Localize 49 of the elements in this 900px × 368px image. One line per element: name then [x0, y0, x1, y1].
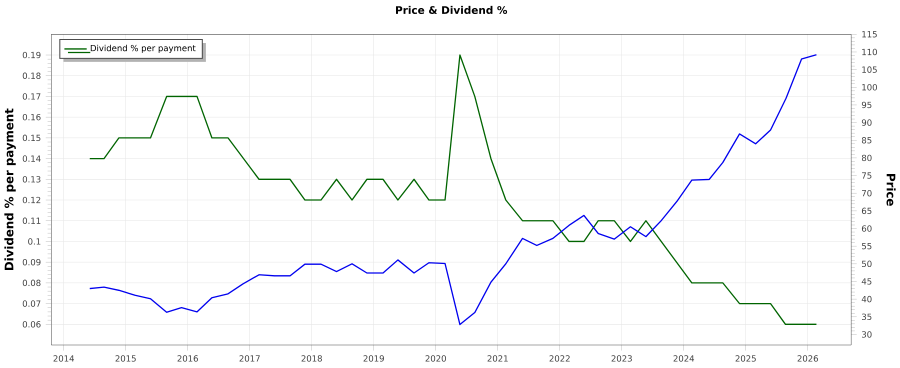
- chart-title: Price & Dividend %: [396, 6, 508, 14]
- y2-tick-label: 90: [862, 120, 872, 126]
- x-tick-label: 2025: [736, 355, 756, 362]
- x-tick-label: 2023: [612, 355, 632, 362]
- y2-tick-label: 30: [862, 331, 872, 338]
- y-tick-label: 0.14: [22, 156, 41, 162]
- y-tick-label: 0.13: [22, 176, 40, 183]
- y2-tick-label: 70: [862, 190, 872, 197]
- y-axis-title: Dividend % per payment: [4, 108, 16, 270]
- y2-tick-label: 80: [862, 154, 872, 162]
- y-tick-label: 0.08: [22, 280, 41, 286]
- x-tick-label: 2021: [488, 355, 508, 362]
- y2-tick-label: 75: [862, 172, 872, 179]
- y2-axis-title: Price: [886, 174, 896, 206]
- y-tick-label: 0.17: [22, 93, 40, 100]
- x-tick-label: 2016: [178, 355, 198, 362]
- y-tick-label: 0.06: [22, 321, 41, 328]
- y2-tick-label: 35: [862, 314, 872, 320]
- x-tick-label: 2022: [550, 355, 570, 362]
- y-tick-label: 0.18: [22, 72, 41, 80]
- y-tick-label: 0.11: [22, 218, 40, 224]
- y2-tick-label: 50: [862, 260, 872, 268]
- y2-tick-label: 45: [862, 278, 872, 285]
- y2-tick-label: 95: [862, 102, 872, 108]
- x-tick-label: 2024: [674, 355, 694, 362]
- x-tick-label: 2015: [116, 355, 136, 362]
- x-tick-label: 2019: [364, 355, 384, 362]
- y-tick-label: 0.07: [22, 300, 40, 308]
- x-tick-label: 2017: [240, 355, 260, 362]
- x-tick-label: 2020: [426, 355, 446, 362]
- y2-tick-label: 60: [862, 226, 872, 232]
- y2-tick-label: 110: [862, 48, 877, 56]
- legend-label: Dividend % per payment: [90, 44, 196, 54]
- y-tick-label: 0.16: [22, 114, 41, 121]
- x-tick-label: 2018: [302, 355, 322, 362]
- y2-tick-label: 55: [862, 243, 872, 250]
- y2-tick-label: 85: [862, 137, 872, 144]
- y2-tick-label: 105: [862, 66, 877, 74]
- y-tick-label: 0.12: [22, 197, 40, 204]
- y2-tick-label: 100: [862, 84, 877, 91]
- y2-tick-label: 40: [862, 296, 872, 303]
- y-tick-label: 0.15: [22, 134, 40, 142]
- y-tick-label: 0.09: [22, 259, 41, 266]
- x-tick-label: 2014: [54, 355, 74, 362]
- y2-tick-label: 115: [862, 31, 877, 38]
- y2-tick-label: 65: [862, 208, 872, 214]
- x-tick-label: 2026: [798, 355, 818, 362]
- y-tick-label: 0.1: [28, 238, 40, 245]
- y-tick-label: 0.19: [22, 52, 41, 58]
